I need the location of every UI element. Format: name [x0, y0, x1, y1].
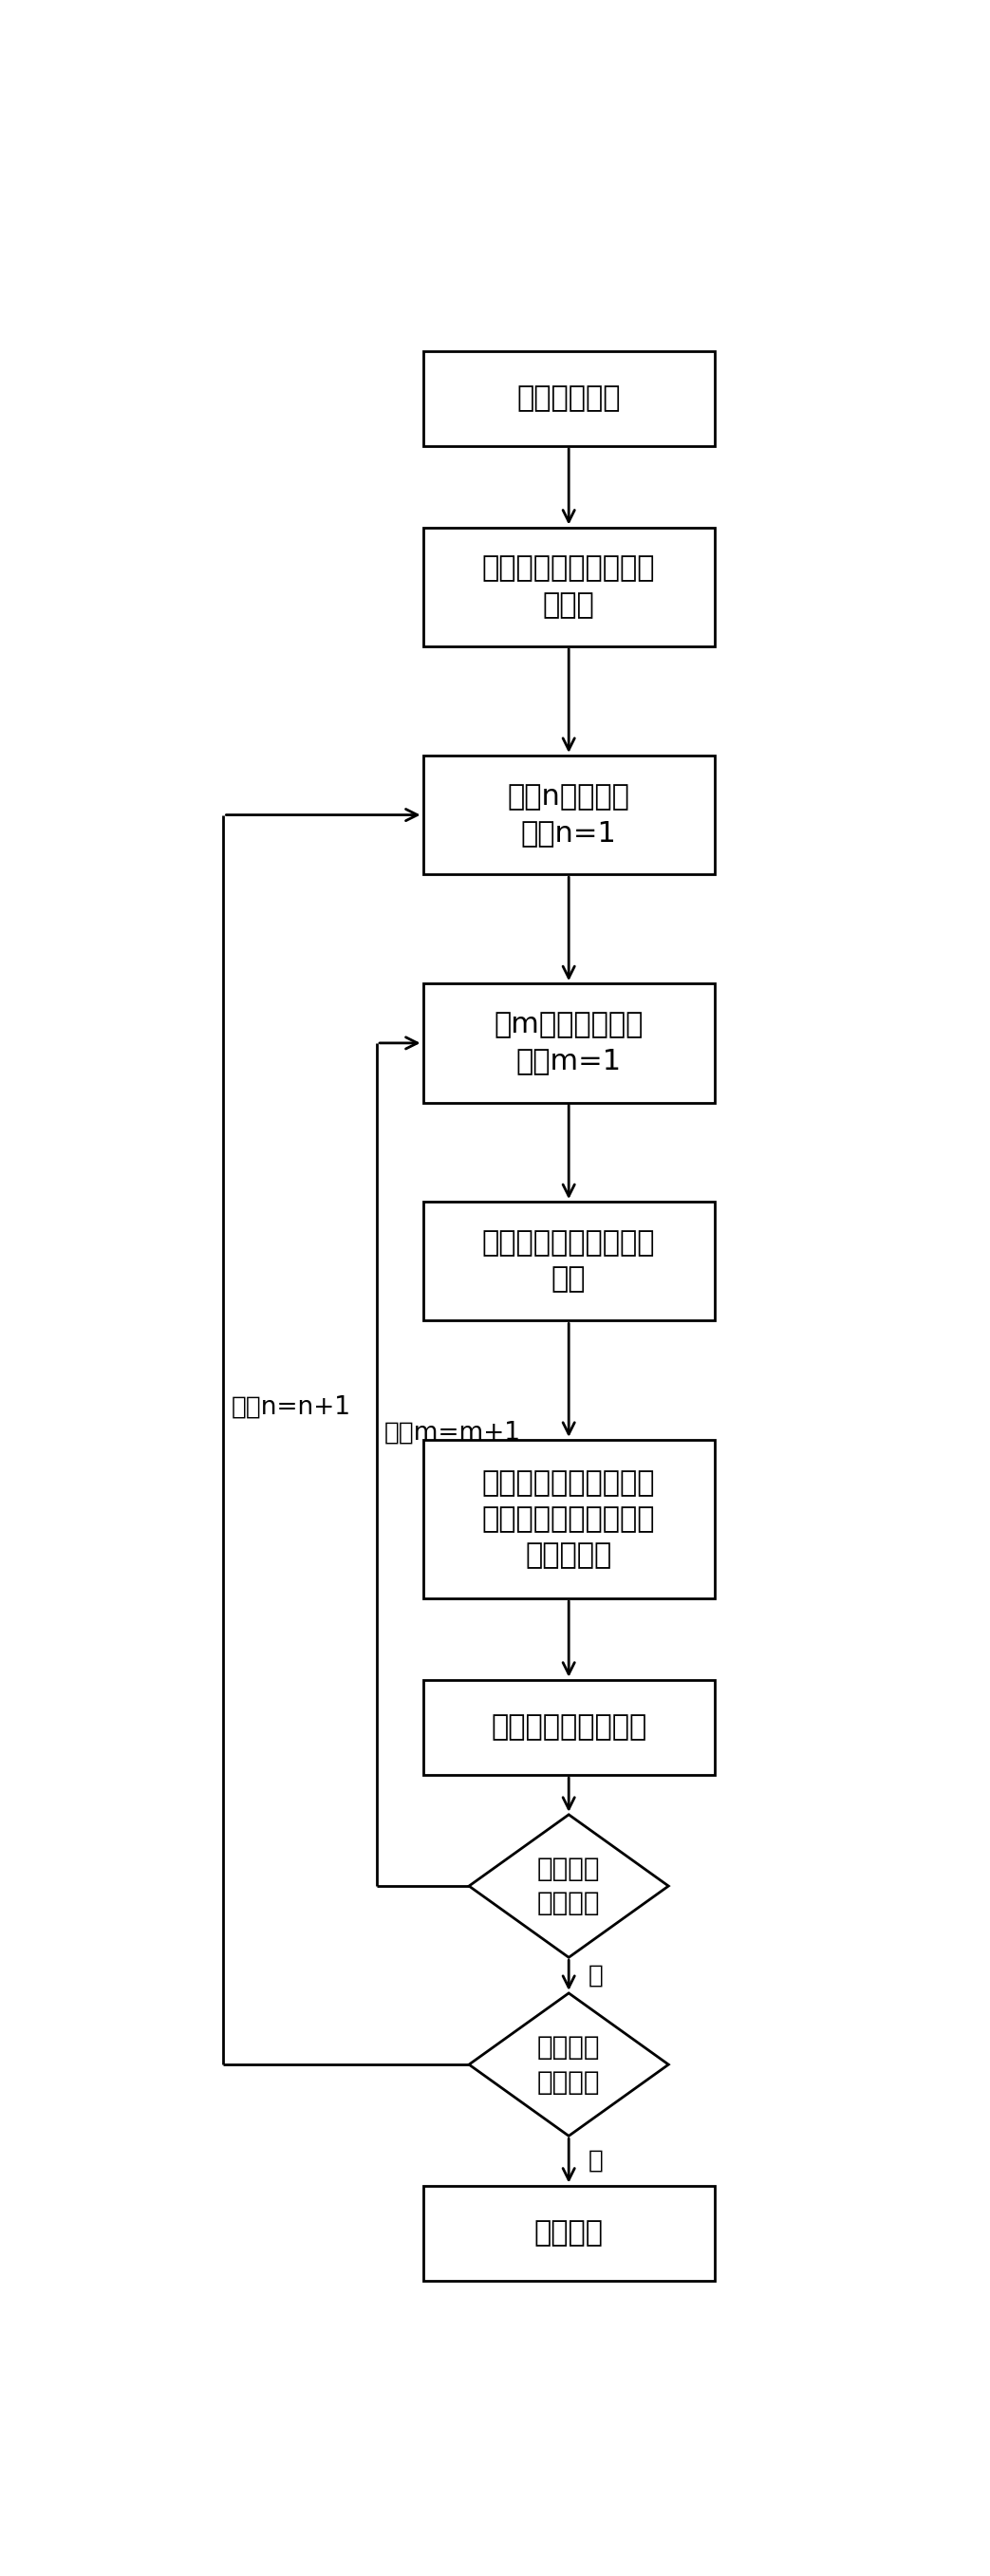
Polygon shape	[469, 1814, 668, 1958]
Bar	[423, 1440, 715, 1597]
Text: 寻找可以最晚开始工作
的工位，并在此工位开
始工序进程: 寻找可以最晚开始工作 的工位，并在此工位开 始工序进程	[482, 1468, 655, 1569]
Text: 第m工序开始加工
初始m=1: 第m工序开始加工 初始m=1	[494, 1012, 644, 1074]
Text: 寻找可以加工此工序的
工位: 寻找可以加工此工序的 工位	[482, 1229, 655, 1293]
Text: 零件n开始加工
初始n=1: 零件n开始加工 初始n=1	[508, 783, 630, 848]
Bar	[423, 984, 715, 1103]
Polygon shape	[469, 1994, 668, 2136]
Text: 否，m=m+1: 否，m=m+1	[384, 1419, 522, 1445]
Text: 否，n=n+1: 否，n=n+1	[231, 1396, 350, 1419]
Text: 是: 是	[588, 1963, 603, 1989]
Bar	[423, 1680, 715, 1775]
Bar	[423, 1200, 715, 1321]
Bar	[423, 350, 715, 446]
Text: 工序是否
进行完毕: 工序是否 进行完毕	[538, 1855, 600, 1917]
Bar	[423, 755, 715, 873]
Text: 生成任务列表: 生成任务列表	[517, 384, 621, 412]
Text: 是: 是	[588, 2148, 603, 2174]
Bar	[423, 2184, 715, 2280]
Text: 结束排程: 结束排程	[535, 2221, 603, 2246]
Bar	[423, 528, 715, 647]
Text: 确定工序结束的时间: 确定工序结束的时间	[491, 1713, 646, 1741]
Text: 选择排程策略为最晚开
始策略: 选择排程策略为最晚开 始策略	[482, 554, 655, 618]
Text: 零件是否
加工完毕: 零件是否 加工完毕	[538, 2035, 600, 2094]
